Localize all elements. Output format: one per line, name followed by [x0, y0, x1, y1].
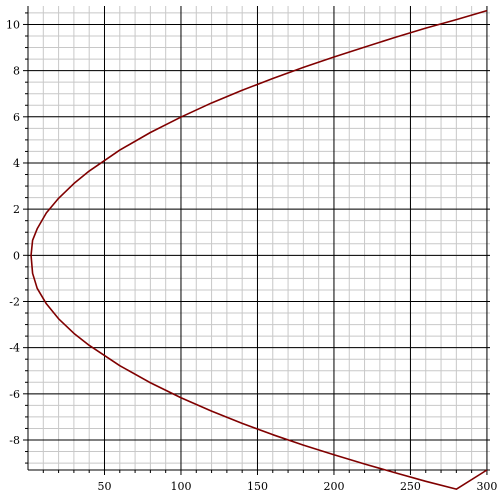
y-tick-label: 0	[13, 249, 20, 262]
y-tick-label: -4	[9, 342, 20, 355]
major-gridlines	[28, 6, 490, 470]
y-tick-label: -8	[9, 434, 20, 447]
y-tick-label: -6	[9, 388, 20, 401]
y-tick-label: 2	[13, 203, 20, 216]
y-tick-label: 10	[6, 18, 20, 31]
y-tick-label: -2	[9, 295, 20, 308]
x-tick-label: 300	[476, 480, 497, 493]
y-tick-label: 8	[13, 65, 20, 78]
x-tick-label: 150	[247, 480, 268, 493]
x-tick-label: 250	[400, 480, 421, 493]
x-tick-label: 50	[97, 480, 111, 493]
y-tick-label: 4	[13, 157, 20, 170]
y-tick-label: 6	[13, 111, 20, 124]
x-tick-label: 200	[323, 480, 344, 493]
series-line-1	[30, 9, 488, 490]
minor-gridlines	[28, 6, 490, 470]
axes	[23, 6, 490, 475]
tick-labels: 50 100 150 200 250 300 -8 -6 -4 -2 0 2 4 6 8 10	[6, 18, 497, 493]
series-layer	[30, 9, 488, 490]
x-tick-label: 100	[170, 480, 191, 493]
